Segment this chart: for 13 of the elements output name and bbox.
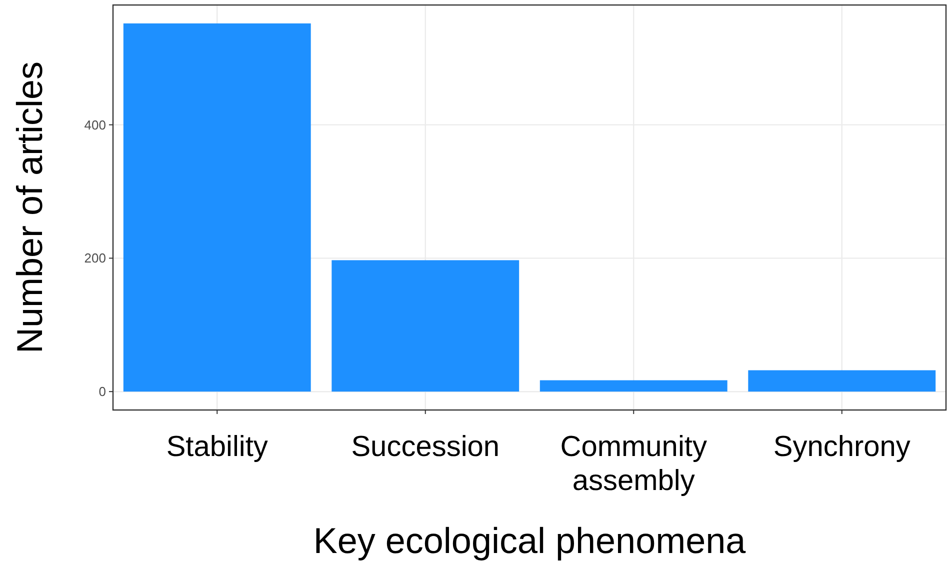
x-tick-label: Succession: [351, 431, 500, 463]
bar: [123, 23, 311, 392]
y-tick-label: 200: [84, 250, 106, 266]
x-axis-title: Key ecological phenomena: [313, 520, 747, 561]
x-tick-label: Stability: [166, 431, 268, 463]
x-tick-label: Synchrony: [773, 431, 911, 463]
y-tick-label: 0: [98, 384, 106, 400]
bar: [540, 380, 728, 392]
y-tick-label: 400: [84, 117, 106, 132]
y-axis-title: Number of articles: [9, 61, 50, 354]
x-tick-label: Community assembly: [560, 431, 708, 497]
bar: [748, 370, 936, 392]
bar: [332, 260, 520, 392]
